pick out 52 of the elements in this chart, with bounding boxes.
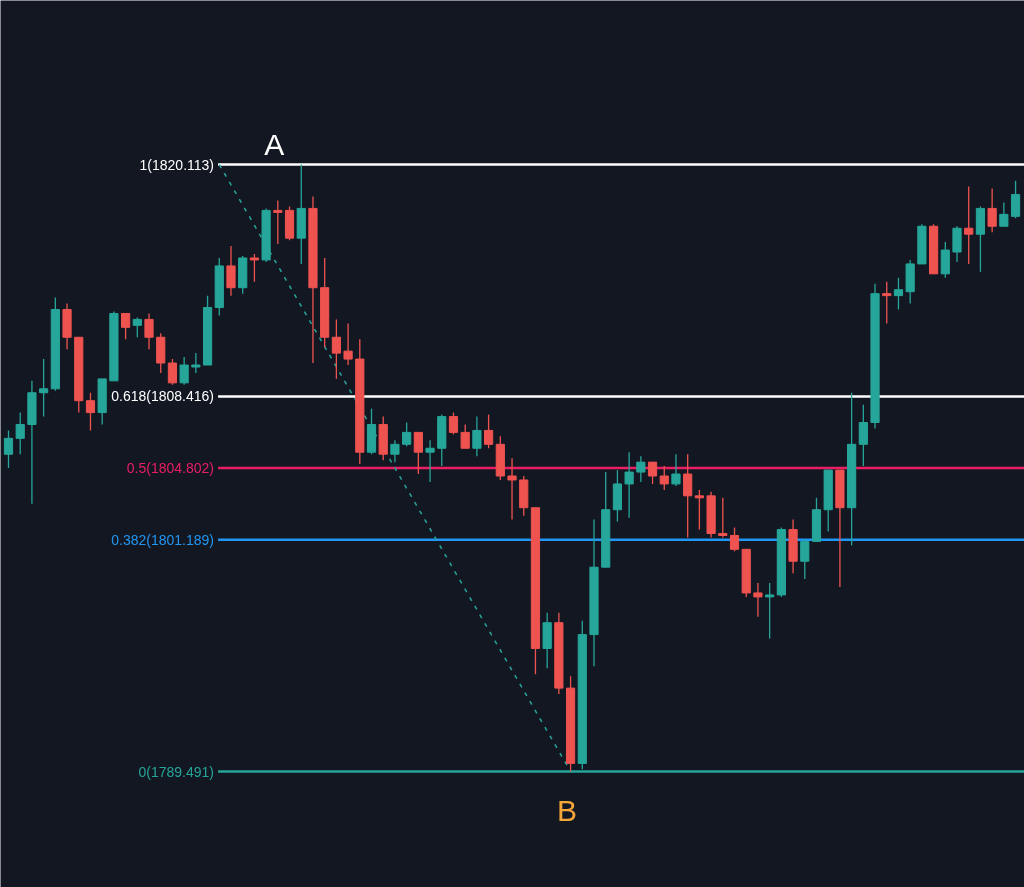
candlestick	[39, 358, 49, 418]
ref-line-label: 0(1789.491)	[138, 763, 215, 780]
candlestick	[683, 453, 693, 539]
ref-line-label: 0.618(1808.416)	[111, 388, 215, 405]
candlestick	[448, 411, 459, 436]
candlestick	[226, 245, 236, 297]
candlestick	[858, 404, 868, 467]
annotation: B	[557, 793, 578, 827]
candlestick	[624, 451, 634, 519]
candlestick	[472, 415, 482, 457]
candlestick	[132, 316, 142, 338]
candlestick	[636, 455, 646, 483]
candlestick	[460, 423, 470, 449]
candlestick	[659, 465, 669, 491]
candlestick	[800, 538, 810, 580]
candlestick	[167, 358, 178, 386]
candlestick	[882, 281, 892, 325]
candlestick	[987, 187, 997, 233]
ref-line-label: 1(1820.113)	[139, 156, 215, 173]
candlestick	[1010, 180, 1021, 219]
candlestick	[85, 392, 96, 432]
candlestick	[425, 439, 435, 483]
candlestick	[952, 225, 962, 263]
candlestick	[893, 277, 904, 311]
candlestick	[413, 431, 423, 475]
candlestick	[999, 201, 1009, 227]
candlestick	[671, 453, 681, 487]
candlestick	[331, 318, 341, 380]
candlestick	[964, 185, 974, 265]
annotation: A	[264, 127, 285, 161]
candlestick	[179, 356, 189, 386]
candlestick	[390, 439, 400, 463]
candlestick	[765, 582, 775, 640]
candlestick	[484, 413, 494, 449]
ref-line-label: 0.382(1801.189)	[111, 531, 215, 548]
candlestick	[507, 457, 517, 521]
candlestick	[144, 312, 154, 350]
candlestick	[121, 312, 131, 340]
candlestick	[191, 352, 201, 374]
candlestick	[694, 489, 704, 531]
candlestick	[343, 322, 353, 366]
ref-line-label: 0.5(1804.802)	[126, 460, 215, 477]
candlestick	[15, 411, 25, 455]
candlestick	[940, 241, 950, 279]
candlestick	[753, 582, 763, 618]
candlestick	[729, 526, 740, 552]
candlestick	[647, 461, 658, 485]
candlestick	[273, 199, 283, 245]
candlestick	[402, 421, 412, 447]
candlestick	[3, 429, 14, 469]
candlestick	[718, 497, 728, 539]
candlestick	[249, 253, 260, 283]
